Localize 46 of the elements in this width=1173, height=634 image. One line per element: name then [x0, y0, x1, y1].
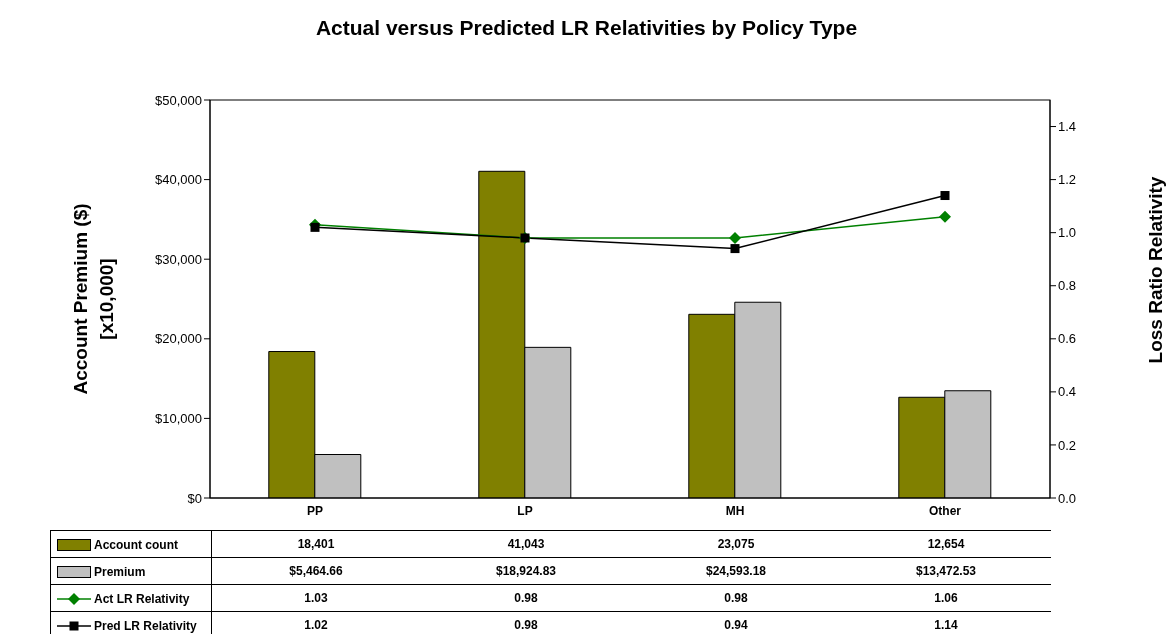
- y-tick-label: $10,000: [155, 411, 202, 427]
- y-axis-title: Account Premium ($) [x10,000]: [69, 202, 118, 397]
- y-tick-label: $30,000: [155, 251, 202, 267]
- data-label: 0.94: [723, 618, 749, 632]
- data-label: $24,593.18: [704, 564, 768, 578]
- y2-tick-label: 1.0: [1058, 225, 1077, 241]
- y2-tick-label: 0.2: [1058, 437, 1077, 453]
- data-label: 1.03: [303, 591, 329, 605]
- y-tick-label: $50,000: [155, 92, 202, 108]
- y2-axis-title: Loss Ratio Relativity: [1144, 175, 1167, 366]
- data-label: $13,472.53: [914, 564, 978, 578]
- data-label: $18,924.83: [494, 564, 558, 578]
- data-label: 41,043: [506, 537, 546, 551]
- y2-tick-label: 0.0: [1058, 490, 1077, 506]
- chart-title: Actual versus Predicted LR Relativities by Policy Type: [314, 16, 859, 40]
- data-label: 0.98: [513, 591, 539, 605]
- legend-label: Account count: [94, 538, 178, 552]
- y2-tick-label: 0.6: [1058, 331, 1077, 347]
- x-tick-label: Other: [928, 503, 962, 518]
- y2-tick-label: 1.2: [1058, 172, 1077, 188]
- y-tick-label: $20,000: [155, 331, 202, 347]
- legend-label: Pred LR Relativity: [94, 619, 197, 633]
- point: [310, 222, 320, 232]
- x-tick-label: LP: [517, 503, 533, 518]
- data-label: 18,401: [296, 537, 336, 551]
- legend-label: Premium: [94, 565, 146, 579]
- legend-label: Act LR Relativity: [94, 592, 190, 606]
- point: [939, 210, 951, 223]
- point: [729, 231, 741, 244]
- data-label: $5,464.66: [288, 564, 344, 578]
- data-label: 1.14: [933, 618, 959, 632]
- data-label: 23,075: [716, 537, 756, 551]
- data-label: 1.02: [303, 618, 329, 632]
- y2-tick-label: 0.4: [1058, 384, 1077, 400]
- data-label: 0.98: [513, 618, 539, 632]
- y-tick-label: $40,000: [155, 172, 202, 188]
- y2-tick-label: 0.8: [1058, 278, 1077, 294]
- data-label: 0.98: [723, 591, 749, 605]
- x-tick-label: PP: [306, 503, 324, 518]
- data-label: 12,654: [926, 537, 966, 551]
- data-label: 1.06: [933, 591, 959, 605]
- y2-tick-label: 1.4: [1058, 119, 1077, 135]
- y-tick-label: $0: [187, 490, 202, 506]
- x-tick-label: MH: [725, 503, 745, 518]
- point: [940, 191, 950, 201]
- point: [730, 244, 740, 254]
